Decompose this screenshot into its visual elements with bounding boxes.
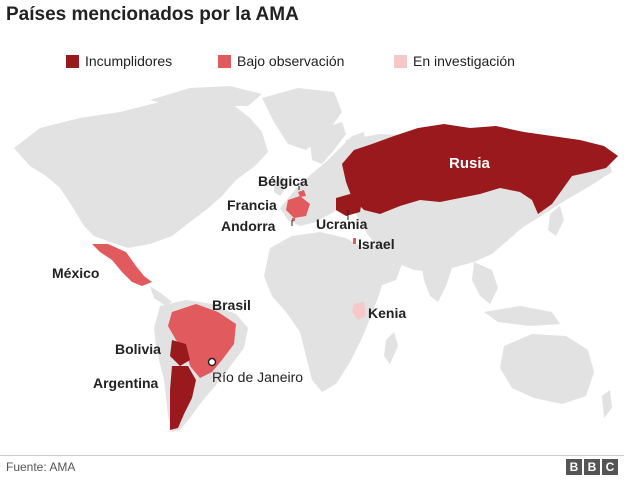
arabian-peninsula	[366, 244, 402, 286]
ukraine	[336, 194, 362, 216]
andorra	[292, 218, 295, 221]
central-america	[150, 286, 172, 306]
label-argentina: Argentina	[93, 375, 159, 391]
land-masses	[14, 86, 612, 432]
russia	[342, 124, 618, 214]
label-andorra: Andorra	[221, 218, 276, 234]
logo-letter: B	[584, 459, 600, 475]
bbc-logo: B B C	[566, 459, 618, 475]
source-note: Fuente: AMA	[6, 460, 76, 474]
legend-swatch	[394, 54, 407, 68]
india	[420, 254, 452, 302]
logo-letter: C	[602, 459, 618, 475]
scandinavia	[310, 122, 346, 164]
france	[286, 196, 310, 218]
southeast-asia	[472, 262, 498, 304]
arctic-islands	[150, 86, 262, 108]
label-russia: Rusia	[449, 155, 491, 172]
mexico	[92, 244, 152, 286]
kenya	[352, 302, 366, 320]
label-bolivia: Bolivia	[115, 341, 161, 357]
japan	[548, 206, 564, 236]
brazil	[168, 304, 236, 378]
label-france: Francia	[227, 197, 277, 213]
label-ukraine: Ucrania	[316, 216, 368, 232]
indonesia	[484, 306, 560, 326]
footer-divider	[0, 455, 624, 456]
label-belgium: Bélgica	[258, 173, 308, 189]
israel	[353, 238, 356, 244]
label-israel: Israel	[358, 236, 395, 252]
belgium	[298, 190, 306, 197]
logo-letter: B	[566, 459, 582, 475]
legend-item-incumplidores: Incumplidores	[66, 53, 172, 69]
label-rio-de-janeiro: Río de Janeiro	[212, 369, 303, 385]
australia	[500, 334, 594, 404]
label-mexico: México	[52, 265, 99, 281]
legend-swatch	[218, 54, 231, 68]
africa	[264, 232, 386, 392]
world-map: Rusia Bélgica Francia Andorra Ucrania Is…	[14, 86, 618, 432]
north-america	[14, 98, 268, 248]
legend-swatch	[66, 54, 79, 68]
chart-title: Países mencionados por la AMA	[6, 4, 299, 25]
legend-item-bajo-observacion: Bajo observación	[218, 53, 344, 69]
legend-label: Bajo observación	[237, 53, 345, 69]
bolivia	[170, 340, 190, 366]
legend-label: Incumplidores	[85, 53, 173, 69]
label-brazil: Brasil	[212, 297, 251, 313]
madagascar	[384, 332, 398, 364]
great-britain	[274, 176, 286, 196]
legend-item-en-investigacion: En investigación	[394, 53, 515, 69]
legend-label: En investigación	[413, 53, 515, 69]
argentina	[170, 366, 196, 430]
label-kenya: Kenia	[368, 305, 406, 321]
new-zealand	[602, 390, 612, 418]
rio-marker	[207, 357, 217, 367]
